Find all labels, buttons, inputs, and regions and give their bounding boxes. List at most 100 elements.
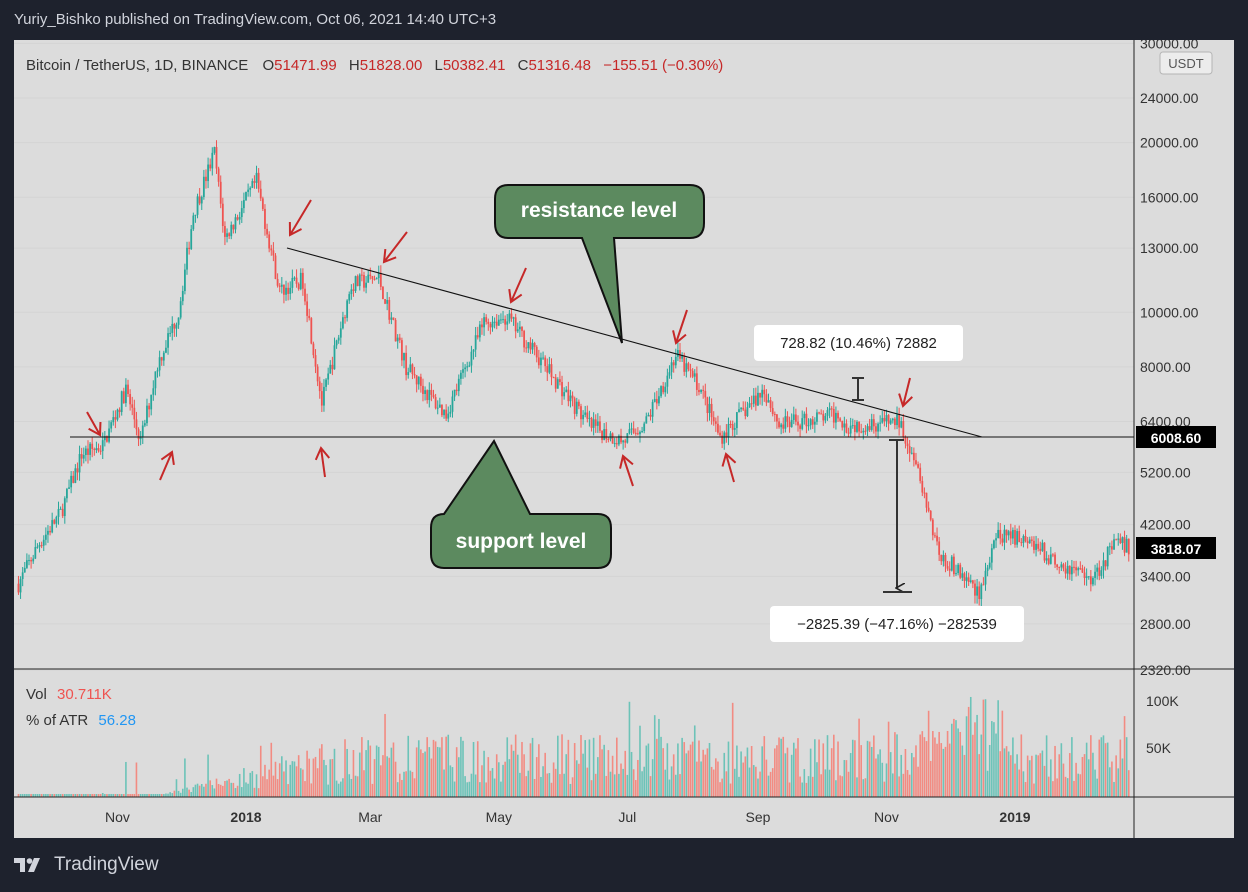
candle-body	[154, 371, 157, 389]
candle-body	[291, 277, 294, 288]
candle-body	[967, 577, 970, 582]
volume-bar	[106, 794, 108, 797]
volume-bar	[141, 794, 144, 797]
volume-bar	[790, 754, 793, 797]
measure-down-box[interactable]: −2825.39 (−47.16%) −282539	[770, 606, 1024, 642]
candle-body	[801, 418, 804, 429]
candle-body	[841, 420, 844, 428]
volume-bar	[894, 732, 896, 797]
candle-body	[350, 289, 353, 295]
ohlc-legend[interactable]: Bitcoin / TetherUS, 1D, BINANCE O51471.9…	[26, 57, 723, 74]
candle-body	[198, 196, 201, 204]
candle-body	[266, 228, 268, 235]
volume-bar	[1121, 758, 1124, 797]
time-axis[interactable]: Nov 2018 Mar May Jul Sep Nov 2019	[105, 809, 1031, 825]
volume-bar	[717, 761, 719, 797]
candle-body	[312, 343, 315, 356]
volume-bar	[299, 768, 302, 797]
candle-body	[133, 407, 136, 420]
chart-area[interactable]: resistance level support level 728.82 (1…	[14, 35, 1234, 838]
candle-body	[900, 421, 903, 428]
volume-bar	[851, 739, 854, 797]
volume-bar	[426, 737, 428, 797]
volume-axis[interactable]: 100K 50K	[1146, 693, 1179, 756]
price-axis[interactable]: 30000.00 24000.00 20000.00 16000.00 13000.00…	[1140, 35, 1199, 678]
candle-body	[424, 390, 426, 394]
volume-bar	[230, 782, 233, 797]
volume-bar	[417, 740, 420, 797]
candle-body	[875, 426, 877, 432]
volume-bar	[502, 764, 504, 797]
volume-bar	[544, 752, 546, 797]
volume-bar	[645, 745, 648, 797]
candle-body	[1011, 530, 1014, 539]
candle-body	[782, 424, 785, 429]
candle-body	[731, 424, 734, 430]
volume-bar	[784, 753, 787, 797]
time-tick: Jul	[618, 809, 636, 825]
candle-body	[177, 317, 180, 325]
candle-body	[691, 370, 694, 377]
volume-bar	[447, 734, 450, 797]
candle-body	[436, 407, 439, 409]
volume-bar	[407, 735, 410, 797]
candle-body	[327, 373, 330, 380]
candle-body	[971, 580, 974, 584]
volume-bar	[1109, 767, 1111, 797]
volume-legend[interactable]: Vol 30.711K % of ATR 56.28	[26, 686, 136, 729]
candle-body	[352, 289, 355, 291]
volume-bar	[616, 737, 618, 797]
candle-body	[1045, 558, 1048, 561]
pivot-arrows[interactable]	[86, 199, 913, 487]
candle-body	[253, 181, 256, 183]
currency-badge[interactable]: USDT	[1159, 51, 1213, 75]
candle-body	[894, 418, 896, 426]
volume-bar	[980, 734, 983, 797]
volume-bar	[736, 745, 738, 797]
measure-up-tool[interactable]	[852, 377, 864, 401]
volume-bar	[597, 757, 599, 797]
volume-bar	[184, 758, 186, 797]
volume-bar	[896, 734, 898, 797]
volume-bar	[1018, 769, 1021, 797]
volume-bar	[704, 754, 707, 797]
price-tick: 30000.00	[1140, 40, 1199, 51]
candle-body	[883, 417, 886, 422]
volume-bar	[932, 731, 934, 797]
tradingview-brand[interactable]: TradingView	[14, 850, 159, 880]
volume-bar	[618, 773, 620, 797]
volume-bar	[240, 787, 243, 797]
volume-bar	[131, 794, 134, 797]
candle-body	[681, 355, 684, 359]
resistance-callout[interactable]: resistance level	[494, 184, 705, 344]
volume-bar	[546, 773, 549, 797]
candle-body	[146, 405, 148, 424]
volume-bar	[839, 775, 841, 797]
open-value: 51471.99	[274, 57, 337, 74]
price-tick: 6400.00	[1140, 414, 1191, 430]
support-callout[interactable]: support level	[430, 439, 612, 569]
volume-bar	[257, 788, 260, 797]
volume-bar	[514, 734, 517, 797]
candle-body	[794, 414, 797, 422]
volume-bar	[953, 718, 955, 797]
volume-bar	[89, 794, 91, 797]
candle-body	[778, 421, 780, 428]
volume-bar	[340, 781, 342, 797]
volume-bar	[325, 765, 327, 797]
measure-up-box[interactable]: 728.82 (10.46%) 72882	[754, 325, 963, 361]
candle-body	[49, 530, 51, 533]
volume-bar	[209, 780, 211, 797]
measure-down-tool[interactable]	[883, 439, 912, 593]
candle-body	[596, 421, 599, 426]
volume-bar	[333, 748, 336, 797]
candle-body	[626, 433, 629, 443]
resistance-line[interactable]	[286, 247, 983, 438]
candle-body	[788, 421, 791, 428]
volume-bar	[923, 737, 926, 797]
volume-bar	[639, 725, 641, 797]
candle-body	[1077, 568, 1080, 571]
candle-body	[301, 272, 304, 289]
candle-body	[1092, 577, 1094, 585]
price-chart-svg[interactable]: resistance level support level 728.82 (1…	[14, 35, 1234, 838]
